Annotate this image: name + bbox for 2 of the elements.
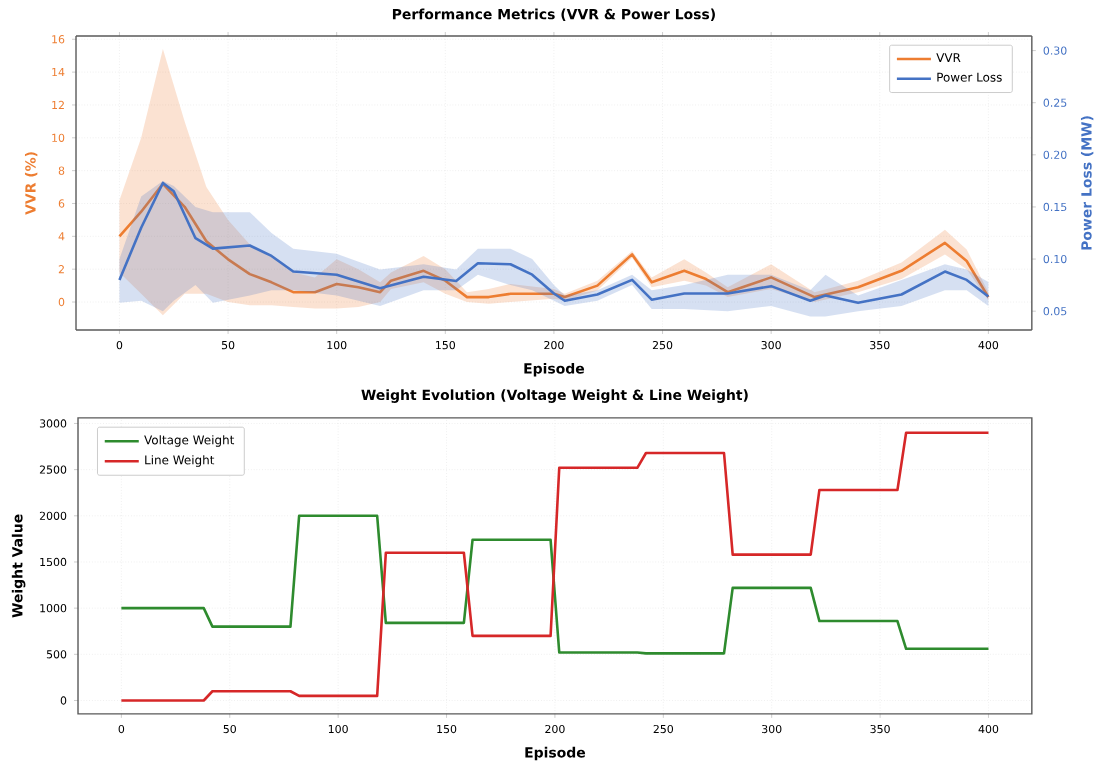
line-series	[120, 515, 990, 656]
line-series	[120, 431, 990, 703]
